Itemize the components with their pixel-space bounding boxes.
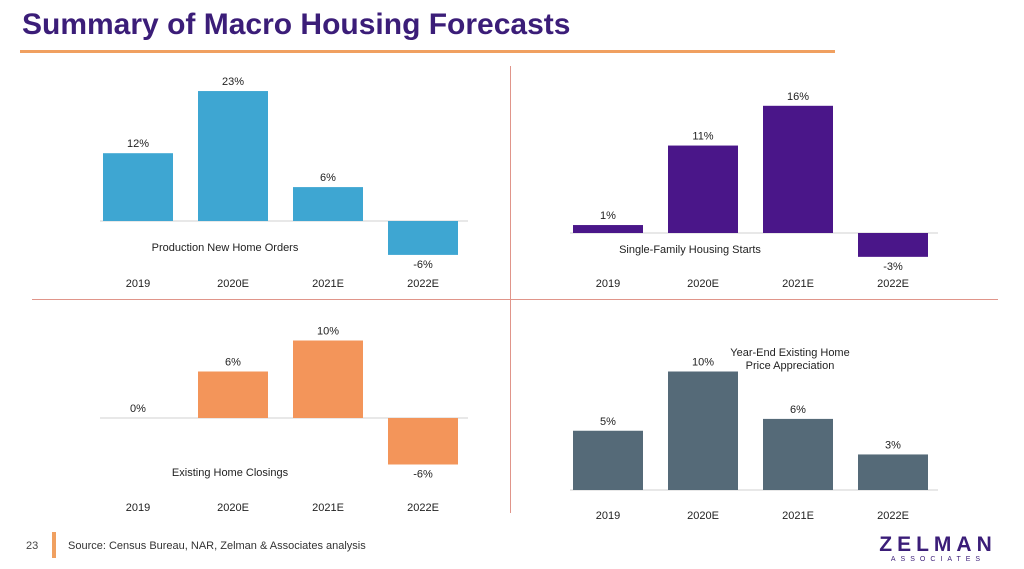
data-label: 5% [600, 416, 616, 428]
data-label: 6% [225, 357, 241, 369]
bar-2019 [103, 153, 173, 221]
bar-2022e [388, 221, 458, 255]
title-underline [20, 50, 835, 53]
chart-title: Single-Family Housing Starts [619, 244, 761, 256]
category-label: 2019 [596, 510, 620, 522]
bar-2021e [763, 418, 833, 490]
data-label: -3% [883, 261, 903, 273]
data-label: 16% [787, 91, 809, 103]
footer-accent-bar [52, 532, 56, 558]
category-label: 2020E [687, 278, 719, 290]
logo-subtitle: ASSOCIATES [890, 556, 986, 563]
chart-production-new-home-orders: 12% 2019 23% 2020E 6% 2021E -6% 2022E Production… [100, 76, 468, 290]
zelman-logo: ZELMAN ASSOCIATES [858, 534, 1018, 564]
category-label: 2020E [217, 502, 249, 514]
quadrant-divider-horizontal [32, 299, 998, 300]
category-label: 2019 [596, 278, 620, 290]
category-label: 2021E [782, 278, 814, 290]
source-note: Source: Census Bureau, NAR, Zelman & Ass… [68, 540, 366, 552]
data-label: 0% [130, 403, 146, 415]
chart-title: Year-End Existing Home Price Appreciation [730, 347, 849, 372]
category-label: 2021E [782, 510, 814, 522]
category-label: 2022E [407, 278, 439, 290]
chart-home-price-appreciation: 5% 2019 10% 2020E 6% 2021E 3% 2022E Year-End Exi… [570, 347, 938, 522]
data-label: 10% [692, 357, 714, 369]
chart-title-line: Single-Family Housing Starts [619, 244, 761, 256]
chart-title-line: Year-End Existing Home [730, 347, 849, 359]
chart-title-line: Existing Home Closings [172, 467, 289, 479]
bar-2022e [858, 233, 928, 257]
data-label: 3% [885, 439, 901, 451]
category-label: 2020E [217, 278, 249, 290]
data-label: 1% [600, 210, 616, 222]
bar-2022e [858, 454, 928, 490]
data-label: 6% [320, 172, 336, 184]
category-label: 2019 [126, 502, 150, 514]
data-label: 23% [222, 76, 244, 88]
chart-title-line: Price Appreciation [746, 360, 835, 372]
data-label: -6% [413, 469, 433, 481]
bar-2020e [668, 145, 738, 233]
bar-2021e [293, 340, 363, 418]
data-label: 10% [317, 326, 339, 338]
category-label: 2022E [877, 278, 909, 290]
page-title: Summary of Macro Housing Forecasts [22, 8, 571, 41]
bar-2019 [573, 430, 643, 490]
category-label: 2022E [407, 502, 439, 514]
chart-existing-home-closings: 0% 2019 6% 2020E 10% 2021E -6% 2022E Existing Ho… [100, 326, 468, 514]
data-label: 11% [692, 131, 713, 143]
category-label: 2021E [312, 502, 344, 514]
bar-2020e [668, 371, 738, 490]
bar-2020e [198, 91, 268, 221]
bar-2021e [763, 105, 833, 233]
chart-title-line: Production New Home Orders [152, 242, 299, 254]
category-label: 2022E [877, 510, 909, 522]
logo-wordmark: ZELMAN [879, 533, 997, 556]
page-number: 23 [26, 540, 39, 552]
bar-2021e [293, 187, 363, 221]
quadrant-divider-vertical [510, 66, 511, 513]
bar-2022e [388, 418, 458, 465]
category-label: 2021E [312, 278, 344, 290]
chart-single-family-housing-starts: 1% 2019 11% 2020E 16% 2021E -3% 2022E Single-Fam… [570, 91, 938, 290]
category-label: 2019 [126, 278, 150, 290]
bar-2020e [198, 371, 268, 418]
data-label: 6% [790, 404, 806, 416]
category-label: 2020E [687, 510, 719, 522]
data-label: 12% [127, 138, 149, 150]
chart-title: Production New Home Orders [152, 242, 299, 254]
chart-title: Existing Home Closings [172, 467, 289, 479]
bar-2019 [573, 225, 643, 233]
data-label: -6% [413, 259, 433, 271]
